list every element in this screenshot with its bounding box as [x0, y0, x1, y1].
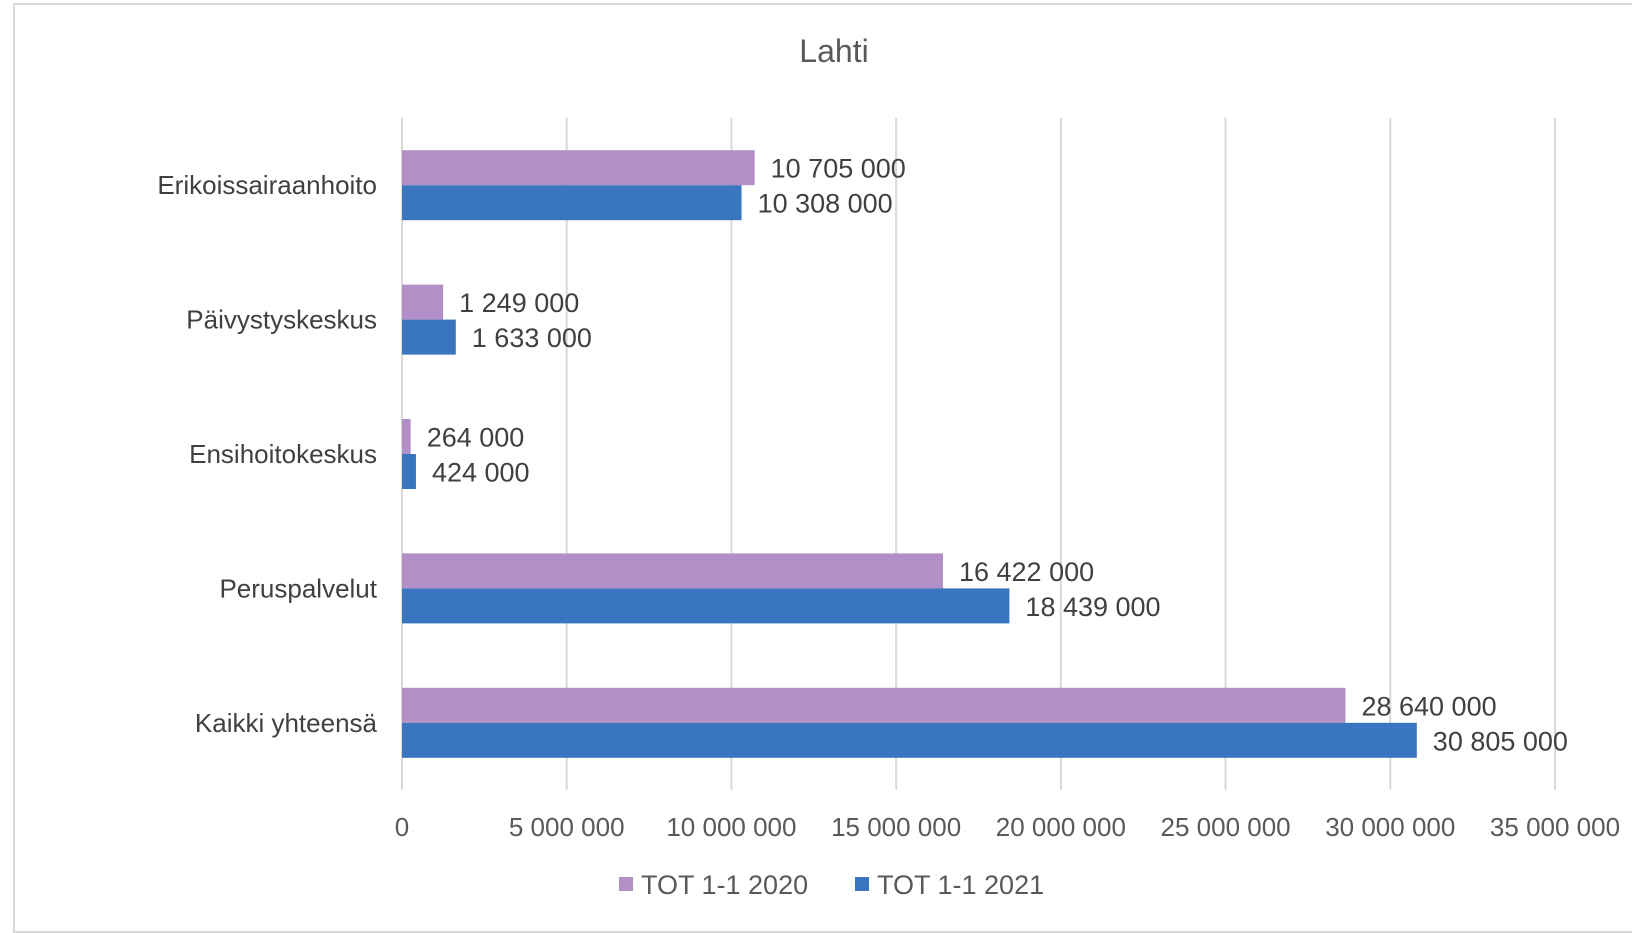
x-tick-label: 0	[395, 812, 409, 842]
legend-swatch	[619, 877, 633, 891]
legend-label: TOT 1-1 2020	[641, 870, 808, 900]
bar-2021	[402, 185, 742, 221]
data-label: 1 633 000	[472, 323, 592, 353]
x-tick-label: 30 000 000	[1325, 812, 1455, 842]
data-label: 28 640 000	[1361, 691, 1496, 721]
bar-2020	[402, 687, 1346, 723]
bar-2021	[402, 722, 1417, 758]
data-label: 424 000	[432, 458, 530, 488]
bar-2020	[402, 553, 943, 589]
data-label: 30 805 000	[1433, 726, 1568, 756]
data-label: 16 422 000	[959, 557, 1094, 587]
category-labels: Erikoissairaanhoito Päivystyskeskus Ensiho…	[157, 170, 377, 738]
bar-2021	[402, 588, 1010, 624]
data-label: 18 439 000	[1025, 592, 1160, 622]
x-tick-label: 15 000 000	[831, 812, 961, 842]
data-label: 264 000	[427, 423, 525, 453]
x-tick-label: 25 000 000	[1161, 812, 1291, 842]
x-tick-label: 35 000 000	[1490, 812, 1620, 842]
bar-2021	[402, 319, 456, 355]
category-label: Kaikki yhteensä	[195, 708, 378, 738]
category-label: Päivystyskeskus	[186, 305, 377, 335]
legend: TOT 1-1 2020 TOT 1-1 2021	[619, 870, 1044, 900]
data-labels: 10 705 000 10 308 000 1 249 000 1 633 000 26…	[427, 154, 1568, 757]
data-label: 10 308 000	[758, 189, 893, 219]
category-label: Ensihoitokeskus	[189, 439, 377, 469]
bar-2020	[402, 150, 755, 186]
category-label: Erikoissairaanhoito	[157, 170, 377, 200]
bar-2020	[402, 419, 411, 454]
data-label: 10 705 000	[771, 154, 906, 184]
legend-swatch	[855, 877, 869, 891]
x-tick-label: 10 000 000	[666, 812, 796, 842]
category-label: Peruspalvelut	[219, 573, 377, 603]
x-tick-label: 5 000 000	[509, 812, 625, 842]
legend-label: TOT 1-1 2021	[877, 870, 1044, 900]
bars	[402, 150, 1417, 758]
chart-frame	[13, 3, 1632, 933]
bar-2020	[402, 284, 444, 320]
chart-title: Lahti	[799, 33, 868, 69]
bar-2021	[402, 454, 416, 489]
x-axis-ticks: 0 5 000 000 10 000 000 15 000 000 20 000 000…	[395, 812, 1620, 842]
x-tick-label: 20 000 000	[996, 812, 1126, 842]
data-label: 1 249 000	[459, 288, 579, 318]
